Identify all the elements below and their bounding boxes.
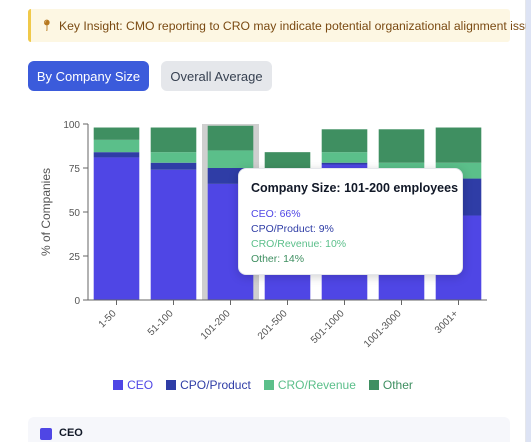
bar-segment-other[interactable] bbox=[435, 127, 482, 163]
y-tick-label: 50 bbox=[69, 208, 81, 219]
legend-item-cro-revenue[interactable]: CRO/Revenue bbox=[263, 378, 356, 392]
x-tick-label: 1001-3000 bbox=[362, 308, 404, 350]
x-tick-label: 101-200 bbox=[199, 308, 233, 342]
x-tick-label: 501-1000 bbox=[309, 308, 347, 346]
bar-segment-other[interactable] bbox=[207, 125, 254, 151]
bar-segment-cro-revenue[interactable] bbox=[150, 152, 197, 163]
x-tick-label: 1-50 bbox=[97, 308, 119, 330]
ceo-swatch bbox=[40, 428, 52, 440]
legend-item-ceo[interactable]: CEO bbox=[113, 378, 153, 392]
tooltip-line: Other: 14% bbox=[251, 253, 305, 265]
legend-label: Other bbox=[382, 378, 413, 392]
legend-label: CPO/Product bbox=[180, 378, 251, 392]
tooltip-line: CPO/Product: 9% bbox=[251, 223, 334, 235]
bar-segment-other[interactable] bbox=[150, 127, 197, 153]
legend-swatch bbox=[263, 380, 274, 390]
x-tick-label: 51-100 bbox=[146, 308, 176, 338]
key-insight-text: Key Insight: CMO reporting to CRO may in… bbox=[58, 18, 531, 33]
legend-swatch bbox=[166, 380, 177, 390]
bar-segment-cro-revenue[interactable] bbox=[321, 152, 368, 163]
chart-tooltip: Company Size: 101-200 employees CEO: 66%… bbox=[238, 168, 463, 275]
x-tick-label: 201-500 bbox=[256, 308, 290, 342]
y-tick-label: 25 bbox=[69, 252, 81, 263]
legend-item-other[interactable]: Other bbox=[368, 378, 413, 392]
bar-segment-ceo[interactable] bbox=[150, 169, 197, 300]
chart-legend: CEO CPO/Product CRO/Revenue Other bbox=[0, 378, 526, 392]
legend-swatch bbox=[368, 380, 379, 390]
by-company-size-button[interactable]: By Company Size bbox=[28, 61, 149, 91]
legend-item-cpo-product[interactable]: CPO/Product bbox=[166, 378, 251, 392]
tooltip-title: Company Size: 101-200 employees bbox=[251, 181, 459, 195]
tooltip-line: CRO/Revenue: 10% bbox=[251, 238, 347, 250]
legend-label: CEO bbox=[127, 378, 154, 392]
bar-segment-other[interactable] bbox=[378, 129, 425, 163]
bar-segment-cpo-product[interactable] bbox=[321, 162, 368, 165]
bar-segment-other[interactable] bbox=[321, 129, 368, 153]
bar-segment-cro-revenue[interactable] bbox=[93, 139, 140, 153]
bar-segment-cro-revenue[interactable] bbox=[207, 150, 254, 168]
legend-swatch bbox=[113, 380, 124, 390]
y-tick-label: 100 bbox=[63, 120, 80, 131]
key-insight-banner: 📍︎ Key Insight: CMO reporting to CRO may… bbox=[28, 9, 531, 42]
bar-segment-cpo-product[interactable] bbox=[150, 162, 197, 170]
detail-label: CEO bbox=[59, 427, 83, 439]
detail-panel: CEO bbox=[28, 417, 510, 442]
bar-segment-other[interactable] bbox=[93, 127, 140, 140]
y-axis-label: % of Companies bbox=[39, 168, 53, 256]
pin-icon: 📍︎ bbox=[40, 20, 54, 32]
legend-label: CRO/Revenue bbox=[277, 378, 356, 392]
bar-segment-cpo-product[interactable] bbox=[93, 152, 140, 158]
y-tick-label: 75 bbox=[69, 164, 81, 175]
page-edge bbox=[526, 0, 531, 442]
y-tick-label: 0 bbox=[74, 296, 80, 307]
tooltip-line: CEO: 66% bbox=[251, 208, 301, 220]
bar-segment-ceo[interactable] bbox=[93, 157, 140, 300]
overall-average-button[interactable]: Overall Average bbox=[161, 61, 272, 91]
x-tick-label: 3001+ bbox=[433, 308, 461, 336]
